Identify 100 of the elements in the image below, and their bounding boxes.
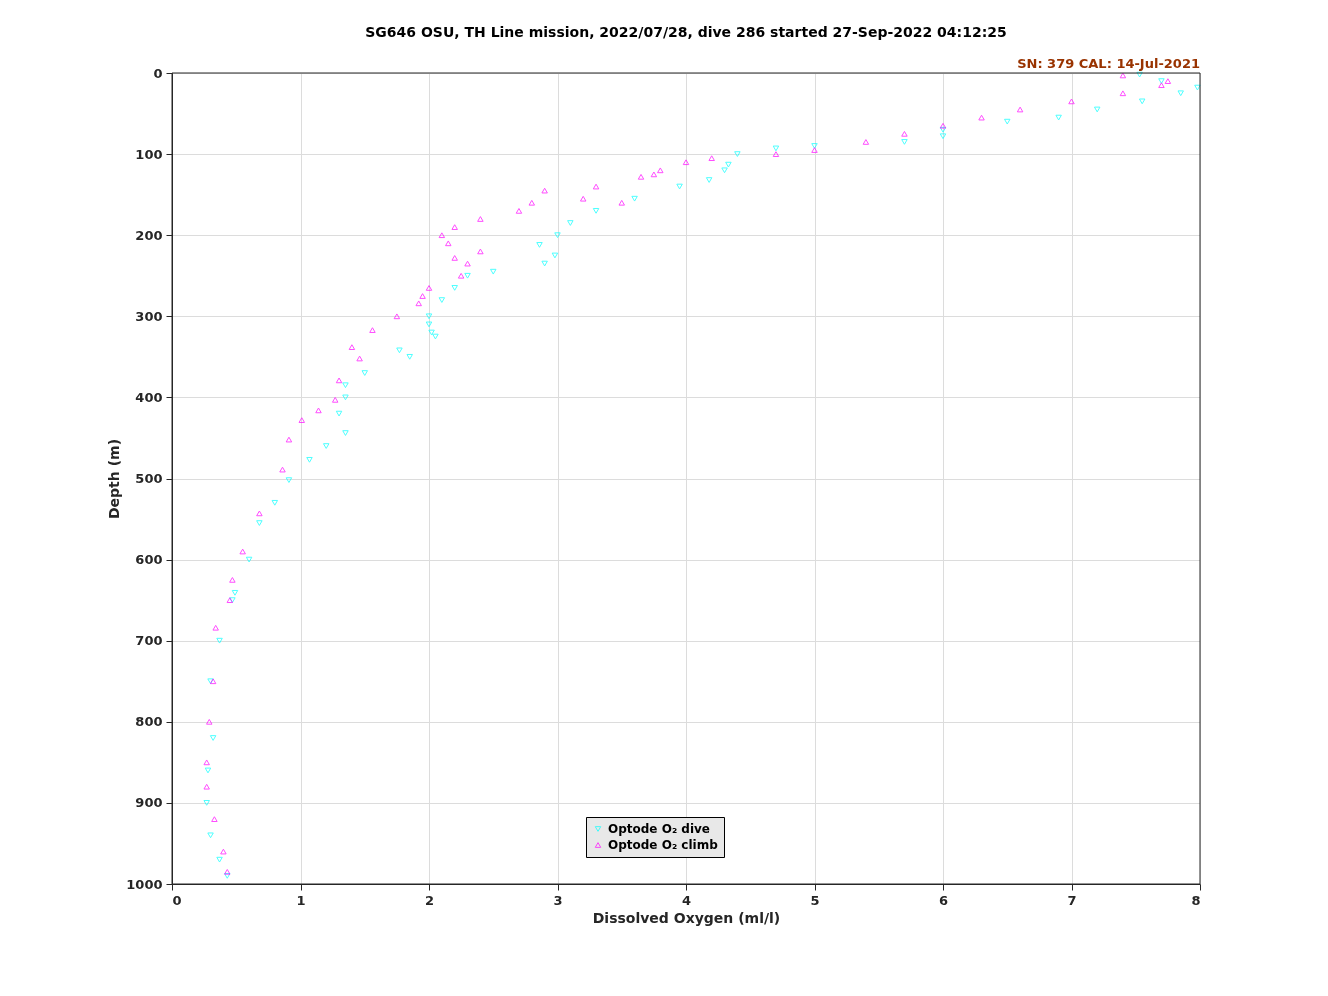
point xyxy=(315,407,322,414)
point xyxy=(239,548,246,555)
point xyxy=(464,260,471,267)
x-tick-label: 5 xyxy=(810,892,820,908)
point xyxy=(901,139,908,145)
point xyxy=(206,718,213,725)
point xyxy=(592,183,600,190)
point xyxy=(203,783,210,790)
x-axis-title: Dissolved Oxygen (ml/l) xyxy=(592,909,781,926)
x-tick-label: 3 xyxy=(553,892,563,908)
y-axis-title: Depth (m) xyxy=(106,438,123,520)
point xyxy=(396,347,403,354)
point xyxy=(204,767,212,774)
point xyxy=(939,133,947,140)
point xyxy=(528,199,536,206)
point xyxy=(536,242,543,248)
point xyxy=(1068,98,1075,105)
point xyxy=(438,232,446,239)
point xyxy=(705,177,713,183)
point xyxy=(369,327,376,333)
x-tick-label: 7 xyxy=(1067,892,1077,908)
point xyxy=(676,183,683,190)
point xyxy=(256,510,263,517)
point xyxy=(457,272,465,279)
point xyxy=(708,155,715,162)
point xyxy=(306,456,313,463)
x-tick-label: 8 xyxy=(1191,892,1201,908)
point xyxy=(428,329,435,336)
point xyxy=(415,300,422,307)
point xyxy=(734,151,741,157)
point xyxy=(939,122,947,129)
point xyxy=(811,147,818,153)
y-tick-label: 0 xyxy=(153,65,163,81)
y-tick-label: 700 xyxy=(135,633,163,649)
point xyxy=(772,151,780,157)
point xyxy=(256,520,263,526)
point xyxy=(721,167,728,174)
y-tick-label: 800 xyxy=(135,714,163,730)
point xyxy=(1016,106,1024,113)
point xyxy=(356,355,363,362)
point xyxy=(725,161,732,168)
point xyxy=(445,240,452,247)
x-tick-label: 1 xyxy=(296,892,306,908)
x-tick-label: 4 xyxy=(681,892,692,908)
text: SN: 379 CAL: 14-Jul-2021 xyxy=(1017,56,1200,71)
point xyxy=(432,333,439,340)
point xyxy=(209,735,217,741)
point xyxy=(1119,90,1127,97)
y-tick-label: 1000 xyxy=(126,876,163,892)
point xyxy=(1119,72,1127,79)
point xyxy=(1093,106,1101,113)
point xyxy=(406,353,413,360)
x-tick-label: 0 xyxy=(172,892,182,908)
point xyxy=(901,130,908,137)
point xyxy=(477,216,484,222)
point xyxy=(331,396,339,403)
point xyxy=(1158,78,1165,84)
point xyxy=(229,577,236,583)
point xyxy=(1138,98,1146,105)
point xyxy=(419,293,426,299)
legend-label: Optode O₂ climb xyxy=(608,838,719,852)
point xyxy=(541,260,548,267)
point xyxy=(348,344,356,350)
chart-title: SG646 OSU, TH Line mission, 2022/07/28, dive 286 started 27-Sep-2022 04:12:25 xyxy=(365,24,1007,40)
y-tick-label: 900 xyxy=(135,795,163,811)
point xyxy=(554,232,561,239)
legend-label: Optode O₂ dive xyxy=(608,822,710,836)
x-tick-label: 6 xyxy=(938,892,949,908)
y-tick-label: 100 xyxy=(135,146,163,162)
point xyxy=(490,268,497,275)
point xyxy=(551,252,559,259)
point xyxy=(298,417,306,423)
point xyxy=(978,114,985,121)
y-tick-label: 500 xyxy=(135,471,163,486)
y-tick-label: 200 xyxy=(135,227,163,243)
point xyxy=(361,370,368,376)
point xyxy=(425,321,433,328)
point xyxy=(335,377,343,384)
y-tick-label: 300 xyxy=(135,308,163,324)
point xyxy=(279,466,286,473)
point xyxy=(335,410,343,417)
point xyxy=(425,285,433,291)
point xyxy=(1004,118,1011,125)
point xyxy=(682,159,690,166)
point xyxy=(203,800,210,806)
y-tick-label: 400 xyxy=(135,389,163,405)
point xyxy=(285,436,293,443)
point xyxy=(342,430,349,436)
point xyxy=(631,195,638,202)
point xyxy=(207,832,214,839)
point xyxy=(342,394,349,401)
point xyxy=(438,297,446,303)
point xyxy=(1055,114,1062,121)
point xyxy=(862,139,870,145)
point xyxy=(451,224,458,230)
point xyxy=(216,637,223,644)
point xyxy=(657,167,664,174)
point xyxy=(477,248,484,255)
point xyxy=(212,624,219,631)
point xyxy=(1177,90,1184,97)
